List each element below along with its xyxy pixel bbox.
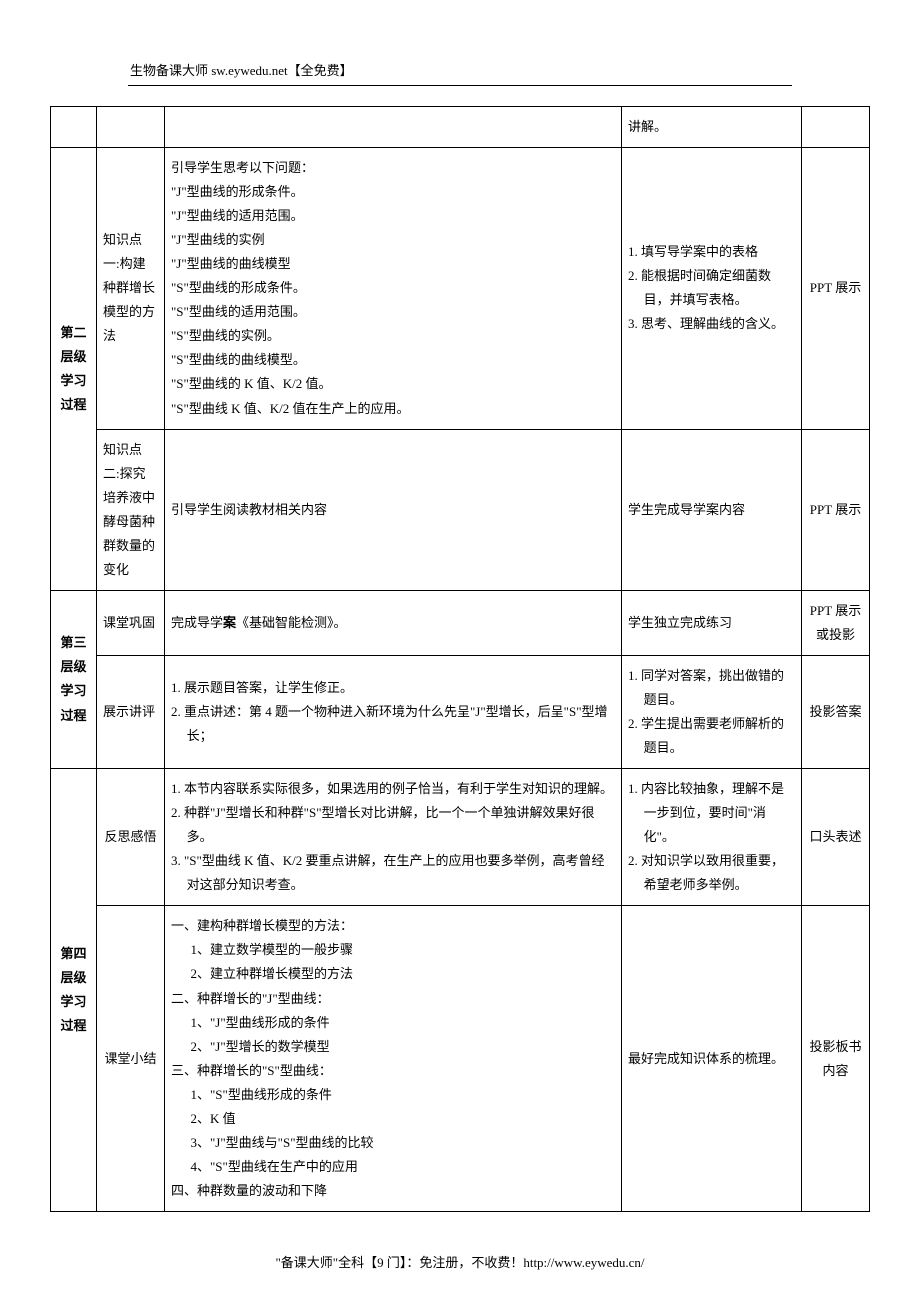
heading: 四、种群数量的波动和下降	[171, 1179, 615, 1203]
table-row: 第二层级学习过程 知识点一:构建种群增长模型的方法 引导学生思考以下问题： "J…	[51, 148, 870, 430]
line: 3. 思考、理解曲线的含义。	[628, 312, 795, 336]
line: 1. 同学对答案，挑出做错的题目。	[628, 664, 795, 712]
cell: 完成导学案《基础智能检测》。	[165, 590, 622, 655]
cell: 知识点二:探究培养液中酵母菌种群数量的变化	[97, 429, 165, 590]
cell: 一、建构种群增长模型的方法： 1、建立数学模型的一般步骤 2、建立种群增长模型的…	[165, 906, 622, 1212]
text-bold: 案	[223, 615, 236, 630]
line: 1、"J"型曲线形成的条件	[171, 1011, 615, 1035]
table-row: 第三层级学习过程 课堂巩固 完成导学案《基础智能检测》。 学生独立完成练习 PP…	[51, 590, 870, 655]
line: "J"型曲线的曲线模型	[171, 252, 615, 276]
cell: 课堂巩固	[97, 590, 165, 655]
line: "S"型曲线的形成条件。	[171, 276, 615, 300]
table-row: 讲解。	[51, 107, 870, 148]
cell: 口头表述	[802, 769, 870, 906]
line: "S"型曲线 K 值、K/2 值在生产上的应用。	[171, 397, 615, 421]
cell: 引导学生思考以下问题： "J"型曲线的形成条件。 "J"型曲线的适用范围。 "J…	[165, 148, 622, 430]
line: 引导学生思考以下问题：	[171, 156, 615, 180]
line: 2. 重点讲述：第 4 题一个物种进入新环境为什么先呈"J"型增长，后呈"S"型…	[171, 700, 615, 748]
line: 1. 本节内容联系实际很多，如果选用的例子恰当，有利于学生对知识的理解。	[171, 777, 615, 801]
cell: 1. 内容比较抽象，理解不是一步到位，要时间"消化"。 2. 对知识学以致用很重…	[622, 769, 802, 906]
line: 2. 种群"J"型增长和种群"S"型增长对比讲解，比一个一个单独讲解效果好很多。	[171, 801, 615, 849]
cell: PPT 展示	[802, 148, 870, 430]
level-4-label: 第四层级学习过程	[51, 769, 97, 1212]
line: 2. 学生提出需要老师解析的题目。	[628, 712, 795, 760]
cell	[802, 107, 870, 148]
header-divider	[128, 85, 792, 86]
cell: PPT 展示	[802, 429, 870, 590]
page-footer: "备课大师"全科【9 门】：免注册，不收费！http://www.eywedu.…	[50, 1252, 870, 1271]
lesson-plan-table: 讲解。 第二层级学习过程 知识点一:构建种群增长模型的方法 引导学生思考以下问题…	[50, 106, 870, 1212]
page-header: 生物备课大师 sw.eywedu.net【全免费】	[50, 60, 870, 79]
line: 2. 能根据时间确定细菌数目，并填写表格。	[628, 264, 795, 312]
text: 完成导学	[171, 615, 223, 630]
cell	[97, 107, 165, 148]
cell: 引导学生阅读教材相关内容	[165, 429, 622, 590]
line: 1、"S"型曲线形成的条件	[171, 1083, 615, 1107]
line: 1. 填写导学案中的表格	[628, 240, 795, 264]
table-row: 展示讲评 1. 展示题目答案，让学生修正。 2. 重点讲述：第 4 题一个物种进…	[51, 655, 870, 768]
line: 3、"J"型曲线与"S"型曲线的比较	[171, 1131, 615, 1155]
table-row: 知识点二:探究培养液中酵母菌种群数量的变化 引导学生阅读教材相关内容 学生完成导…	[51, 429, 870, 590]
line: 2、K 值	[171, 1107, 615, 1131]
line: 2. 对知识学以致用很重要，希望老师多举例。	[628, 849, 795, 897]
text: 《基础智能检测》。	[236, 615, 347, 630]
cell: PPT 展示或投影	[802, 590, 870, 655]
line: 1. 内容比较抽象，理解不是一步到位，要时间"消化"。	[628, 777, 795, 849]
line: 2、"J"型增长的数学模型	[171, 1035, 615, 1059]
cell: 1. 填写导学案中的表格 2. 能根据时间确定细菌数目，并填写表格。 3. 思考…	[622, 148, 802, 430]
cell: 学生独立完成练习	[622, 590, 802, 655]
cell: 投影答案	[802, 655, 870, 768]
cell	[51, 107, 97, 148]
heading: 三、种群增长的"S"型曲线：	[171, 1059, 615, 1083]
line: "S"型曲线的实例。	[171, 324, 615, 348]
line: "J"型曲线的形成条件。	[171, 180, 615, 204]
cell: 1. 展示题目答案，让学生修正。 2. 重点讲述：第 4 题一个物种进入新环境为…	[165, 655, 622, 768]
cell: 知识点一:构建种群增长模型的方法	[97, 148, 165, 430]
cell: 投影板书内容	[802, 906, 870, 1212]
line: 1. 展示题目答案，让学生修正。	[171, 676, 615, 700]
line: "J"型曲线的实例	[171, 228, 615, 252]
line: "S"型曲线的曲线模型。	[171, 348, 615, 372]
cell	[165, 107, 622, 148]
cell: 展示讲评	[97, 655, 165, 768]
level-3-label: 第三层级学习过程	[51, 590, 97, 768]
cell: 学生完成导学案内容	[622, 429, 802, 590]
cell: 最好完成知识体系的梳理。	[622, 906, 802, 1212]
line: 1、建立数学模型的一般步骤	[171, 938, 615, 962]
line: 4、"S"型曲线在生产中的应用	[171, 1155, 615, 1179]
line: "S"型曲线的适用范围。	[171, 300, 615, 324]
cell: 课堂小结	[97, 906, 165, 1212]
heading: 一、建构种群增长模型的方法：	[171, 914, 615, 938]
heading: 二、种群增长的"J"型曲线：	[171, 987, 615, 1011]
cell: 1. 本节内容联系实际很多，如果选用的例子恰当，有利于学生对知识的理解。 2. …	[165, 769, 622, 906]
line: 3. "S"型曲线 K 值、K/2 要重点讲解，在生产上的应用也要多举例，高考曾…	[171, 849, 615, 897]
cell: 讲解。	[622, 107, 802, 148]
table-row: 课堂小结 一、建构种群增长模型的方法： 1、建立数学模型的一般步骤 2、建立种群…	[51, 906, 870, 1212]
line: "J"型曲线的适用范围。	[171, 204, 615, 228]
table-row: 第四层级学习过程 反思感悟 1. 本节内容联系实际很多，如果选用的例子恰当，有利…	[51, 769, 870, 906]
line: 2、建立种群增长模型的方法	[171, 962, 615, 986]
level-2-label: 第二层级学习过程	[51, 148, 97, 591]
cell: 1. 同学对答案，挑出做错的题目。 2. 学生提出需要老师解析的题目。	[622, 655, 802, 768]
cell: 反思感悟	[97, 769, 165, 906]
line: "S"型曲线的 K 值、K/2 值。	[171, 372, 615, 396]
